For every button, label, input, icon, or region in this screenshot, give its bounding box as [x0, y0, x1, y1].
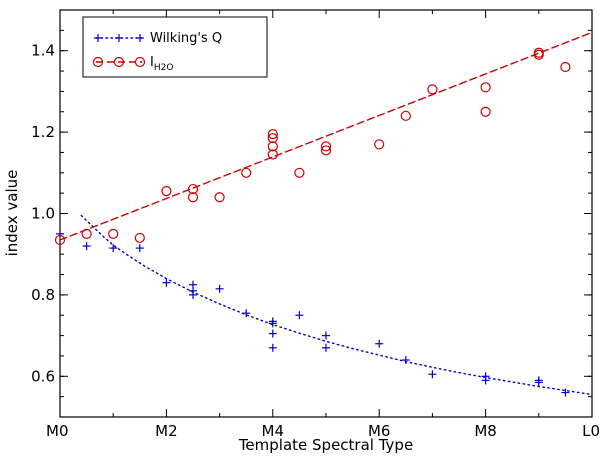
- point-wilkings-q: [268, 329, 277, 338]
- y-tick-label: 1.4: [31, 42, 55, 60]
- point-wilkings-q: [242, 309, 251, 318]
- point-ih2o: [54, 234, 66, 246]
- point-ih2o: [241, 167, 252, 178]
- point-wilkings-q: [375, 339, 384, 348]
- x-axis: M0 M2 M4 M6 M8 L0: [46, 10, 600, 440]
- point-ih2o: [161, 186, 172, 197]
- fit-lines: [59, 31, 593, 396]
- point-ih2o: [294, 167, 305, 178]
- x-tick-label: L0: [582, 422, 600, 440]
- point-wilkings-q: [481, 376, 490, 385]
- legend-box: [82, 16, 268, 78]
- point-wilkings-q: [322, 343, 330, 352]
- legend-label-ih2o: IH2O: [150, 55, 173, 73]
- legend-marker-ih2o: [113, 56, 125, 68]
- point-wilkings-q: [56, 229, 64, 238]
- y-axis: 0.6 0.8 1.0 1.2 1.4: [31, 9, 592, 418]
- fit-line-wilkings-q: [80, 214, 593, 396]
- point-ih2o: [267, 133, 278, 144]
- x-tick-label: M2: [155, 422, 178, 440]
- point-ih2o: [267, 149, 278, 160]
- x-tick-label: M0: [46, 422, 69, 440]
- point-ih2o: [560, 61, 571, 73]
- point-wilkings-q: [268, 343, 277, 352]
- point-ih2o: [480, 82, 491, 93]
- point-ih2o: [134, 232, 145, 244]
- y-tick-label: 0.8: [31, 286, 55, 304]
- point-ih2o: [81, 228, 92, 239]
- point-ih2o: [267, 141, 278, 152]
- point-ih2o: [320, 141, 332, 152]
- point-wilkings-q: [82, 242, 91, 251]
- point-ih2o: [427, 84, 438, 95]
- point-ih2o: [267, 129, 278, 140]
- y-tick-label: 1.0: [31, 205, 55, 223]
- legend-marker-ih2o: [134, 56, 146, 68]
- point-ih2o: [400, 110, 411, 121]
- legend-marker-wilkings-q: [115, 34, 123, 42]
- x-tick-label: M4: [262, 422, 285, 440]
- point-ih2o: [214, 192, 225, 203]
- point-wilkings-q: [189, 290, 197, 299]
- point-ih2o: [374, 139, 385, 150]
- point-wilkings-q: [162, 278, 171, 287]
- fit-line-ih2o: [59, 31, 593, 241]
- point-wilkings-q: [428, 370, 437, 379]
- legend-marker-ih2o: [92, 56, 104, 68]
- point-ih2o: [533, 49, 544, 60]
- x-tick-label: M6: [368, 422, 391, 440]
- point-ih2o: [480, 106, 491, 117]
- point-ih2o: [108, 228, 119, 239]
- point-wilkings-q: [295, 311, 304, 320]
- point-wilkings-q: [268, 319, 277, 328]
- y-axis-title: index value: [3, 170, 21, 257]
- y-tick-label: 1.2: [31, 123, 55, 141]
- point-ih2o: [533, 47, 544, 58]
- point-ih2o: [187, 183, 199, 195]
- point-wilkings-q: [534, 378, 543, 387]
- point-wilkings-q: [322, 331, 330, 340]
- point-wilkings-q: [215, 284, 224, 293]
- legend-marker-wilkings-q: [94, 34, 102, 42]
- point-ih2o: [320, 145, 332, 156]
- point-wilkings-q: [561, 388, 570, 397]
- y-tick-label: 0.6: [31, 367, 55, 385]
- legend-label-ih2o-sub: H2O: [154, 63, 174, 73]
- legend-symbol-wilkings-q: [94, 34, 144, 42]
- point-wilkings-q: [135, 244, 144, 253]
- legend: Wilking's Q IH2O: [82, 16, 268, 78]
- legend-label-ih2o-main: I: [150, 55, 154, 70]
- x-axis-title: Template Spectral Type: [238, 436, 413, 454]
- point-wilkings-q: [401, 356, 410, 365]
- legend-symbol-ih2o: [92, 56, 146, 68]
- x-tick-label: M8: [474, 422, 497, 440]
- point-ih2o: [187, 192, 199, 203]
- point-wilkings-q: [109, 244, 118, 253]
- legend-label-wilkings-q: Wilking's Q: [150, 31, 222, 46]
- legend-marker-wilkings-q: [136, 34, 144, 42]
- data-markers: [54, 47, 571, 397]
